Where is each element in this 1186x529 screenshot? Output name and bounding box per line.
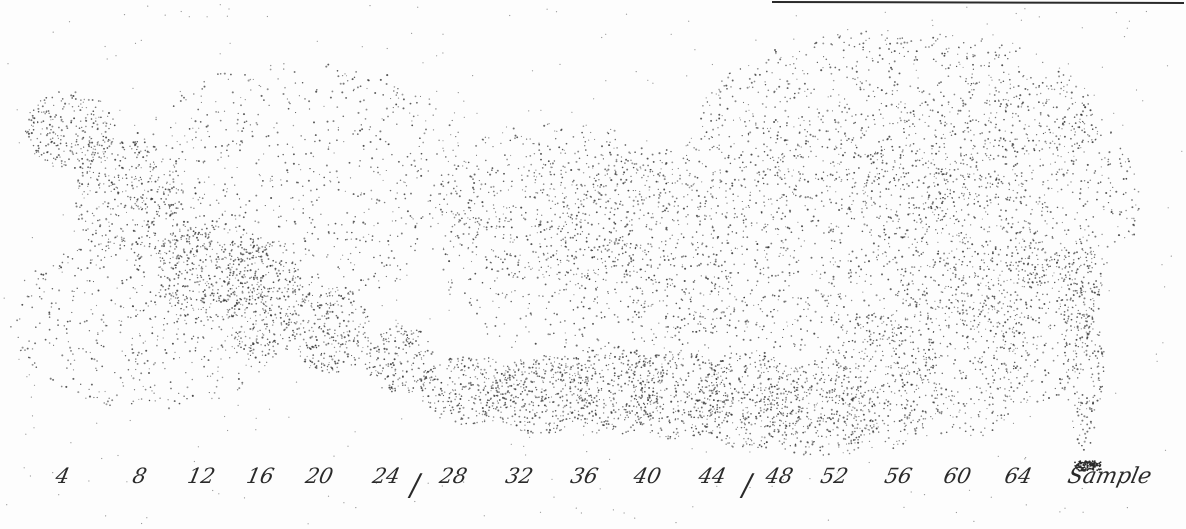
lane-label-44: 44	[696, 464, 729, 488]
lane-label-sample: Sample	[1065, 464, 1154, 489]
lane-separator-mark-2: /	[742, 468, 753, 503]
lane-label-52: 52	[818, 464, 851, 488]
lane-separator-mark: /	[410, 468, 421, 503]
lane-label-64: 64	[1002, 464, 1035, 488]
lane-label-16: 16	[244, 464, 277, 488]
lane-label-28: 28	[437, 464, 470, 488]
lane-label-36: 36	[568, 464, 601, 488]
lane-label-60: 60	[941, 464, 974, 488]
lane-label-40: 40	[631, 464, 664, 488]
lane-label-56: 56	[882, 464, 915, 488]
lane-label-24: 24	[370, 464, 403, 488]
lane-label-32: 32	[503, 464, 536, 488]
lane-label-12: 12	[185, 464, 218, 488]
lane-label-48: 48	[763, 464, 796, 488]
lane-label-20: 20	[303, 464, 336, 488]
